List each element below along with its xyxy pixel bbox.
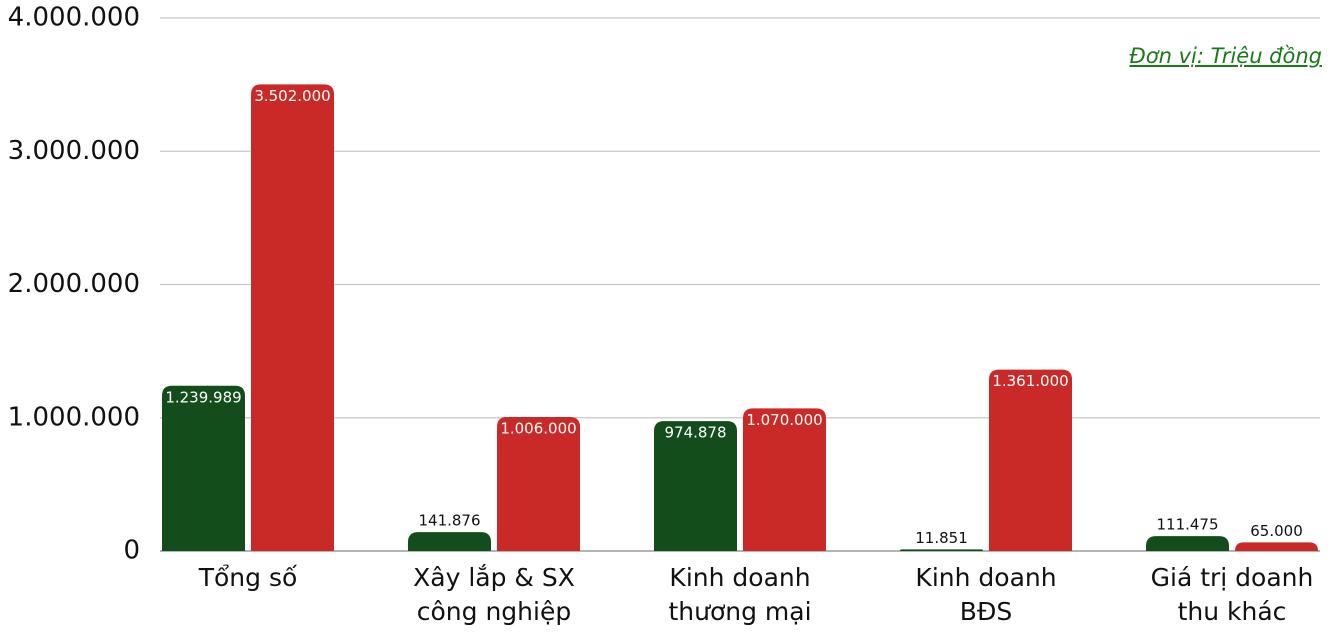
x-tick-label: Tổng số <box>198 563 298 592</box>
value-label: 1.361.000 <box>992 372 1068 390</box>
y-tick-label: 1.000.000 <box>8 402 140 432</box>
x-tick-label: Giá trị doanh thu khác <box>1150 563 1314 626</box>
value-label: 1.070.000 <box>746 411 822 429</box>
bar <box>1146 536 1229 551</box>
bar <box>1235 542 1318 551</box>
bar <box>408 532 491 551</box>
value-label: 65.000 <box>1250 522 1303 540</box>
x-tick-label: Xây lắp & SX công nghiệp <box>413 563 575 626</box>
value-label: 3.502.000 <box>254 87 330 105</box>
bar <box>251 84 334 552</box>
value-label: 141.876 <box>418 512 480 530</box>
y-tick-label: 0 <box>123 536 140 566</box>
y-tick-label: 4.000.000 <box>8 3 140 33</box>
value-label: 111.475 <box>1156 516 1218 534</box>
bar <box>497 416 580 551</box>
value-label: 11.851 <box>915 529 968 547</box>
bar <box>654 421 737 551</box>
value-label: 974.878 <box>664 424 726 442</box>
bar <box>989 369 1072 551</box>
bar <box>162 385 245 551</box>
y-tick-label: 2.000.000 <box>8 269 140 299</box>
x-tick-label: Kinh doanh thương mại <box>668 563 812 626</box>
x-tick-label: Kinh doanh BĐS <box>915 563 1057 626</box>
bar <box>900 549 983 551</box>
bar <box>743 408 826 551</box>
unit-note: Đơn vị: Triệu đồng <box>1129 44 1322 68</box>
value-label: 1.006.000 <box>500 419 576 437</box>
value-label: 1.239.989 <box>165 388 241 406</box>
y-tick-label: 3.000.000 <box>8 136 140 166</box>
